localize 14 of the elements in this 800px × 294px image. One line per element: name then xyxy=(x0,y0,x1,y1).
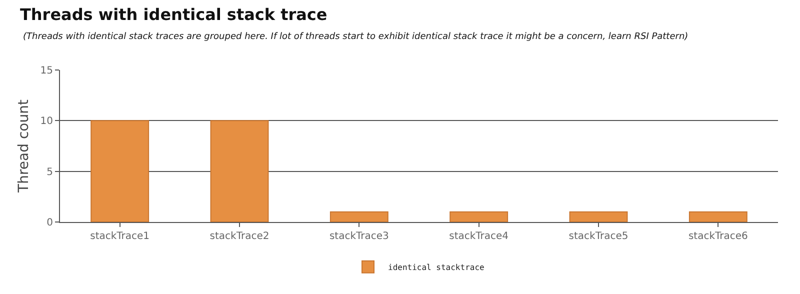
y-axis-title: Thread count xyxy=(16,99,32,194)
x-tick-label: stackTrace1 xyxy=(90,231,150,242)
y-tick-label: 5 xyxy=(46,166,53,178)
chart-title: Threads with identical stack trace xyxy=(20,5,328,24)
x-tick-label: stackTrace6 xyxy=(688,231,748,242)
y-tick-label: 0 xyxy=(46,218,53,228)
x-tick-label: stackTrace2 xyxy=(210,231,270,242)
y-tick-label: 15 xyxy=(40,66,53,76)
y-tick-label: 10 xyxy=(40,116,53,128)
legend-label: identical stacktrace xyxy=(388,263,485,272)
x-tick-label: stackTrace4 xyxy=(449,231,509,242)
chart-subtitle: (Threads with identical stack traces are grouped here. If lot of threads start to exhibit identical stack trace it might be a concern, learn RSI Pattern) xyxy=(23,32,688,42)
x-tick-label: stackTrace5 xyxy=(568,231,628,242)
x-tick-label: stackTrace3 xyxy=(329,231,389,242)
